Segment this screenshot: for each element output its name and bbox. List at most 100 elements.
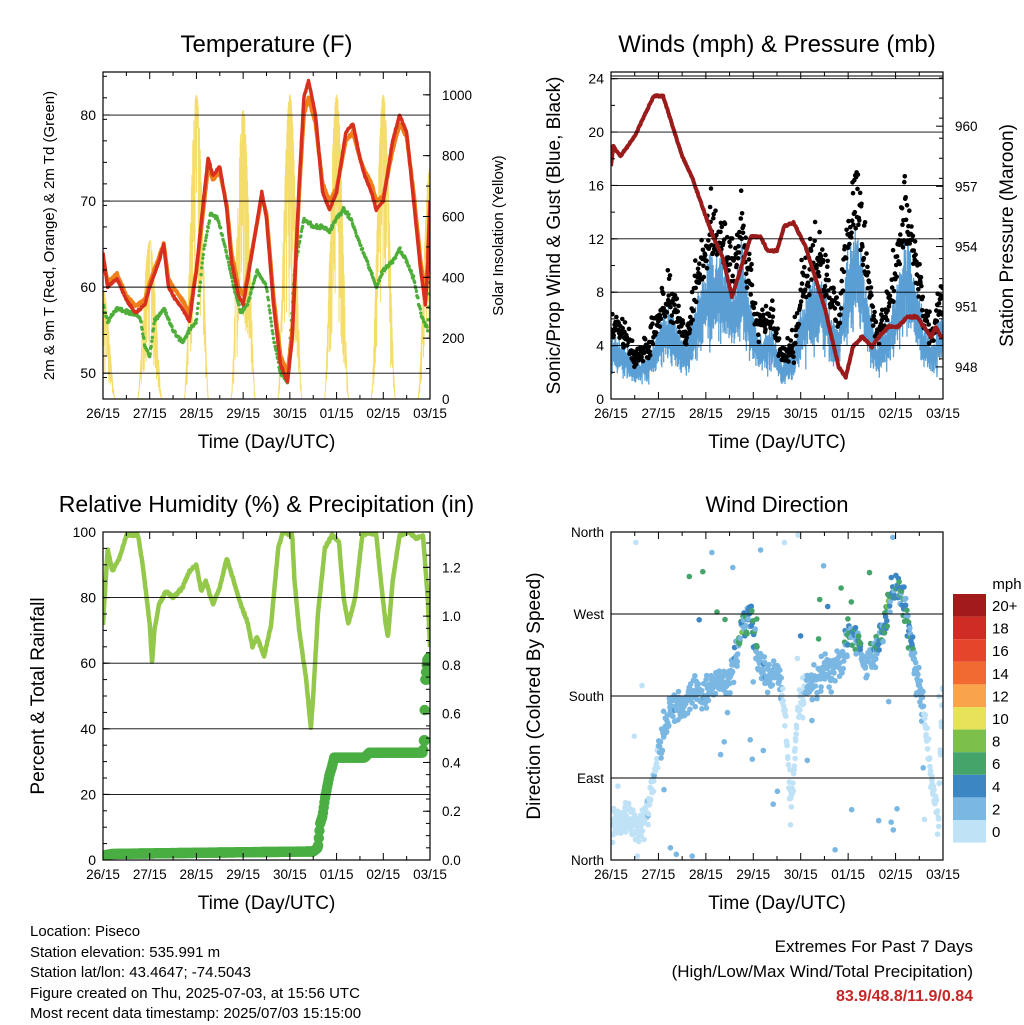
dewpoint-point bbox=[271, 332, 275, 336]
gust-point bbox=[739, 211, 745, 216]
dewpoint-point bbox=[265, 287, 269, 291]
gust-point bbox=[910, 233, 916, 239]
dewpoint-point bbox=[266, 298, 271, 302]
gust-point bbox=[823, 252, 828, 258]
dewpoint-point bbox=[163, 308, 167, 312]
gust-point bbox=[690, 317, 695, 323]
dewpoint-point bbox=[268, 316, 273, 320]
gust-point bbox=[802, 287, 808, 293]
gust-point bbox=[852, 209, 858, 215]
gust-point bbox=[920, 294, 926, 300]
gust-point bbox=[841, 269, 847, 275]
dewpoint-point bbox=[167, 318, 171, 322]
gust-point bbox=[761, 312, 766, 318]
direction-point bbox=[744, 631, 750, 637]
gust-point bbox=[770, 307, 776, 313]
gust-point bbox=[860, 262, 866, 268]
precip-point bbox=[419, 704, 430, 716]
direction-point bbox=[788, 804, 795, 810]
legend-swatch bbox=[953, 752, 986, 775]
direction-point bbox=[754, 644, 760, 650]
gust-point bbox=[657, 313, 663, 318]
x-tick-label: 01/15 bbox=[320, 867, 354, 882]
gust-point bbox=[670, 320, 676, 326]
gust-point bbox=[744, 285, 750, 290]
gust-point bbox=[718, 229, 723, 235]
y-tick-label: 12 bbox=[588, 231, 604, 247]
dewpoint-point bbox=[207, 219, 212, 223]
gust-point bbox=[676, 303, 681, 309]
gust-point bbox=[611, 333, 616, 338]
gust-point bbox=[851, 222, 856, 228]
x-axis-label: Time (Day/UTC) bbox=[198, 893, 336, 914]
direction-point bbox=[924, 725, 930, 731]
direction-point bbox=[838, 585, 844, 591]
direction-point bbox=[925, 736, 932, 742]
extremes-title: Extremes For Past 7 Days bbox=[774, 937, 973, 956]
gust-point bbox=[834, 295, 839, 300]
gust-point bbox=[794, 311, 800, 316]
dewpoint-point bbox=[194, 321, 198, 325]
direction-point bbox=[754, 616, 760, 622]
direction-point bbox=[698, 687, 705, 694]
gust-point bbox=[891, 299, 896, 305]
legend-label: 6 bbox=[992, 756, 1000, 773]
direction-point bbox=[752, 626, 758, 632]
y-right-tick-label: 1000 bbox=[442, 88, 472, 103]
y-right-tick-label: 0.8 bbox=[442, 658, 461, 673]
gust-point bbox=[743, 271, 749, 277]
x-tick-label: 26/15 bbox=[86, 406, 120, 421]
y-tick-label: North bbox=[571, 525, 604, 540]
direction-point bbox=[904, 607, 910, 614]
legend-swatch bbox=[953, 797, 986, 820]
gust-point bbox=[917, 261, 922, 267]
legend-swatch bbox=[953, 616, 986, 640]
dewpoint-point bbox=[359, 243, 363, 248]
gust-point bbox=[872, 309, 877, 315]
y-tick-label: 50 bbox=[80, 365, 96, 381]
dewpoint-point bbox=[270, 324, 274, 328]
gust-point bbox=[805, 280, 811, 286]
gust-point bbox=[812, 219, 818, 225]
gust-point bbox=[756, 339, 762, 345]
gust-point bbox=[831, 285, 836, 291]
direction-point bbox=[779, 692, 785, 698]
precip-point bbox=[418, 735, 430, 747]
dewpoint-point bbox=[229, 271, 233, 275]
gust-point bbox=[756, 332, 761, 338]
direction-point bbox=[816, 596, 823, 603]
direction-point bbox=[917, 678, 924, 684]
dewpoint-point bbox=[220, 233, 225, 237]
direction-point bbox=[761, 654, 768, 660]
gust-point bbox=[667, 273, 673, 278]
direction-point bbox=[845, 616, 851, 622]
gust-point bbox=[749, 282, 755, 288]
direction-point bbox=[635, 838, 642, 845]
direction-point bbox=[658, 755, 664, 761]
gust-point bbox=[887, 293, 893, 299]
gust-point bbox=[696, 280, 702, 286]
gust-point bbox=[711, 215, 716, 221]
gust-point bbox=[719, 224, 725, 230]
gust-point bbox=[918, 274, 924, 280]
gust-point bbox=[770, 314, 776, 320]
precip-point bbox=[424, 652, 430, 664]
direction-point bbox=[872, 664, 879, 671]
dewpoint-point bbox=[419, 311, 423, 315]
gust-point bbox=[728, 244, 733, 249]
direction-point bbox=[921, 816, 928, 823]
direction-point bbox=[777, 667, 783, 673]
dewpoint-point bbox=[425, 329, 430, 333]
dewpoint-point bbox=[194, 317, 199, 322]
dewpoint-point bbox=[200, 266, 204, 270]
y-tick-label: 8 bbox=[596, 284, 604, 300]
gust-point bbox=[747, 251, 752, 257]
direction-point bbox=[661, 786, 667, 793]
gust-point bbox=[894, 274, 899, 280]
gust-point bbox=[825, 258, 830, 264]
direction-point bbox=[873, 656, 879, 662]
gust-point bbox=[695, 266, 701, 272]
y-tick-label: North bbox=[571, 853, 604, 868]
direction-point bbox=[812, 683, 819, 689]
dewpoint-point bbox=[205, 229, 209, 233]
